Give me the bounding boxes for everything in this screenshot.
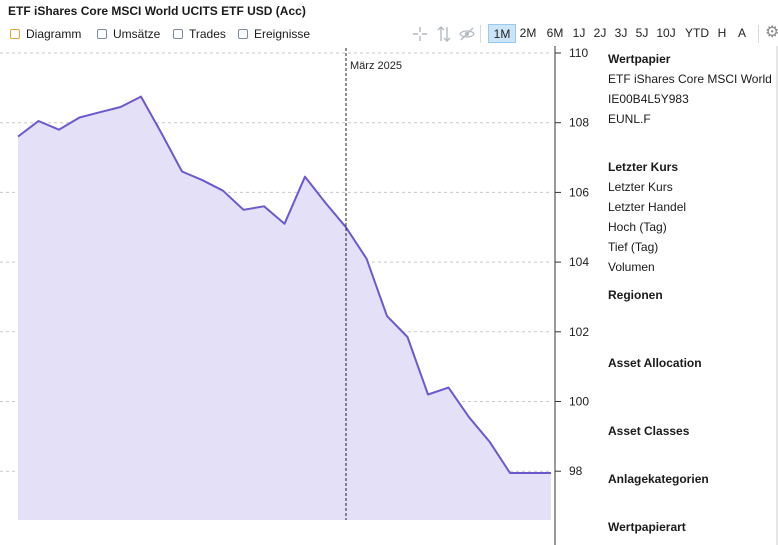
y-tick-label: 98 (569, 464, 583, 478)
checkbox-label: Diagramm (26, 27, 82, 41)
gear-icon[interactable]: ⚙ (765, 24, 778, 41)
y-tick-label: 104 (569, 255, 589, 269)
range-button-5j[interactable]: 5J (635, 26, 649, 40)
checkbox-box[interactable] (238, 29, 248, 39)
regionen-header: Regionen (608, 288, 663, 302)
checkbox-box[interactable] (10, 29, 20, 39)
checkbox-diagramm[interactable]: Diagramm (10, 27, 81, 41)
range-button-10j[interactable]: 10J (656, 26, 676, 40)
wertpapier-header: Wertpapier (608, 52, 671, 66)
asset-classes-header: Asset Classes (608, 424, 690, 438)
range-button-h[interactable]: H (717, 26, 727, 40)
checkbox-trades[interactable]: Trades (173, 27, 226, 41)
security-isin: IE00B4L5Y983 (608, 92, 689, 106)
asset-allocation-header: Asset Allocation (608, 356, 702, 370)
crosshair-icon[interactable] (411, 25, 429, 43)
letzter-kurs-header: Letzter Kurs (608, 160, 679, 174)
checkbox-label: Umsätze (113, 27, 161, 41)
checkbox-ereignisse[interactable]: Ereignisse (238, 27, 310, 41)
range-button-3j[interactable]: 3J (614, 26, 628, 40)
range-button-a[interactable]: A (737, 26, 746, 40)
price-chart[interactable]: März 2025 98 100 102 104 106 108 110 (0, 46, 600, 545)
kurs-row: Letzter Kurs (608, 180, 673, 194)
series-line (17, 95, 551, 474)
y-tick-label: 106 (569, 185, 589, 199)
kurs-row: Tief (Tag) (608, 240, 659, 254)
range-button-ytd[interactable]: YTD (685, 26, 709, 40)
range-button-2m[interactable]: 2M (519, 26, 537, 40)
y-tick-label: 110 (569, 46, 588, 60)
y-tick-label: 108 (569, 116, 589, 130)
range-button-1m[interactable]: 1M (488, 24, 516, 43)
checkbox-label: Ereignisse (254, 27, 311, 41)
range-button-2j[interactable]: 2J (593, 26, 607, 40)
security-ticker: EUNL.F (608, 112, 651, 126)
checkbox-label: Trades (189, 27, 226, 41)
checkbox-box[interactable] (97, 29, 107, 39)
vertical-resize-icon[interactable] (435, 25, 453, 43)
kurs-row: Volumen (608, 260, 655, 274)
y-tick-label: 100 (569, 395, 589, 409)
security-sidebar: Wertpapier ETF iShares Core MSCI World U… (608, 52, 778, 545)
checkbox-box[interactable] (173, 29, 183, 39)
security-name: ETF iShares Core MSCI World UCITS ETF US… (608, 72, 778, 86)
sidebar-scrollbar[interactable] (776, 46, 778, 545)
y-tick-label: 102 (569, 325, 589, 339)
window-title: ETF iShares Core MSCI World UCITS ETF US… (8, 4, 306, 18)
toolbar-separator (758, 25, 759, 43)
kurs-row: Letzter Handel (608, 200, 687, 214)
checkbox-umsaetze[interactable]: Umsätze (97, 27, 160, 41)
chart-toolbar: Diagramm Umsätze Trades Ereignisse 1M 2M 6… (0, 22, 778, 46)
series-area (18, 96, 551, 520)
toolbar-separator (480, 25, 481, 43)
range-button-1j[interactable]: 1J (572, 26, 586, 40)
eye-hidden-icon[interactable] (458, 25, 476, 43)
wertpapierart-header: Wertpapierart (608, 520, 686, 534)
month-marker-label: März 2025 (350, 60, 402, 72)
anlagekategorien-header: Anlagekategorien (608, 472, 709, 486)
kurs-row: Hoch (Tag) (608, 220, 667, 234)
range-button-6m[interactable]: 6M (546, 26, 564, 40)
